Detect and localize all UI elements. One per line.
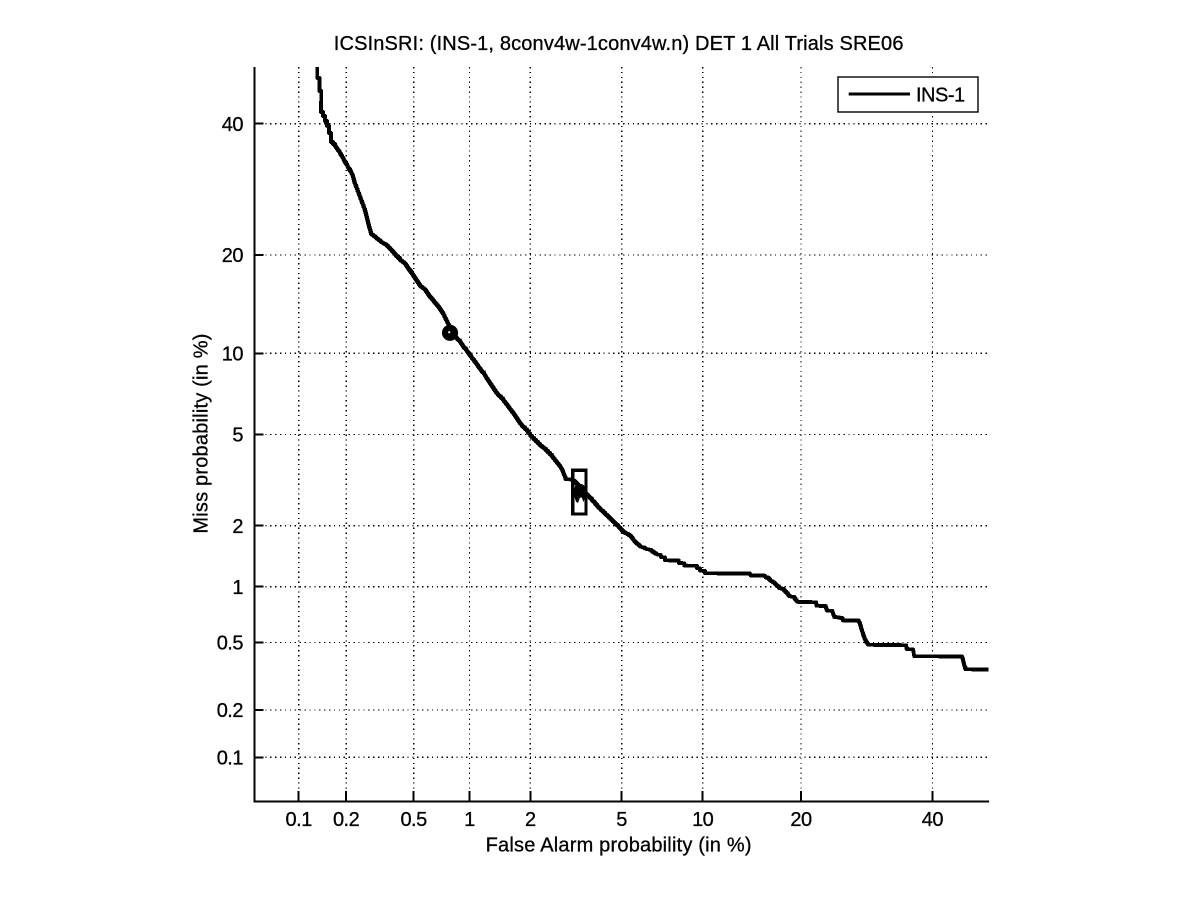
- svg-text:1: 1: [464, 809, 475, 831]
- svg-text:20: 20: [222, 245, 244, 267]
- svg-text:5: 5: [616, 809, 627, 831]
- svg-text:0.1: 0.1: [286, 809, 313, 831]
- svg-text:0.5: 0.5: [400, 809, 427, 831]
- svg-text:INS-1: INS-1: [916, 85, 965, 107]
- svg-text:0.1: 0.1: [217, 748, 244, 770]
- svg-text:0.2: 0.2: [217, 700, 244, 722]
- svg-text:0.2: 0.2: [333, 809, 360, 831]
- svg-text:False Alarm probability (in %): False Alarm probability (in %): [486, 835, 752, 857]
- svg-text:40: 40: [922, 809, 944, 831]
- svg-text:2: 2: [525, 809, 536, 831]
- svg-text:1: 1: [232, 577, 243, 599]
- svg-text:2: 2: [232, 516, 243, 538]
- svg-text:10: 10: [692, 809, 714, 831]
- svg-text:20: 20: [790, 809, 812, 831]
- svg-text:40: 40: [222, 114, 244, 136]
- svg-text:10: 10: [222, 344, 244, 366]
- svg-text:0.5: 0.5: [217, 633, 244, 655]
- svg-text:5: 5: [232, 425, 243, 447]
- svg-text:ICSInSRI: (INS-1, 8conv4w-1con: ICSInSRI: (INS-1, 8conv4w-1conv4w.n) DET…: [334, 33, 904, 55]
- svg-text:Miss probability (in %): Miss probability (in %): [191, 333, 213, 533]
